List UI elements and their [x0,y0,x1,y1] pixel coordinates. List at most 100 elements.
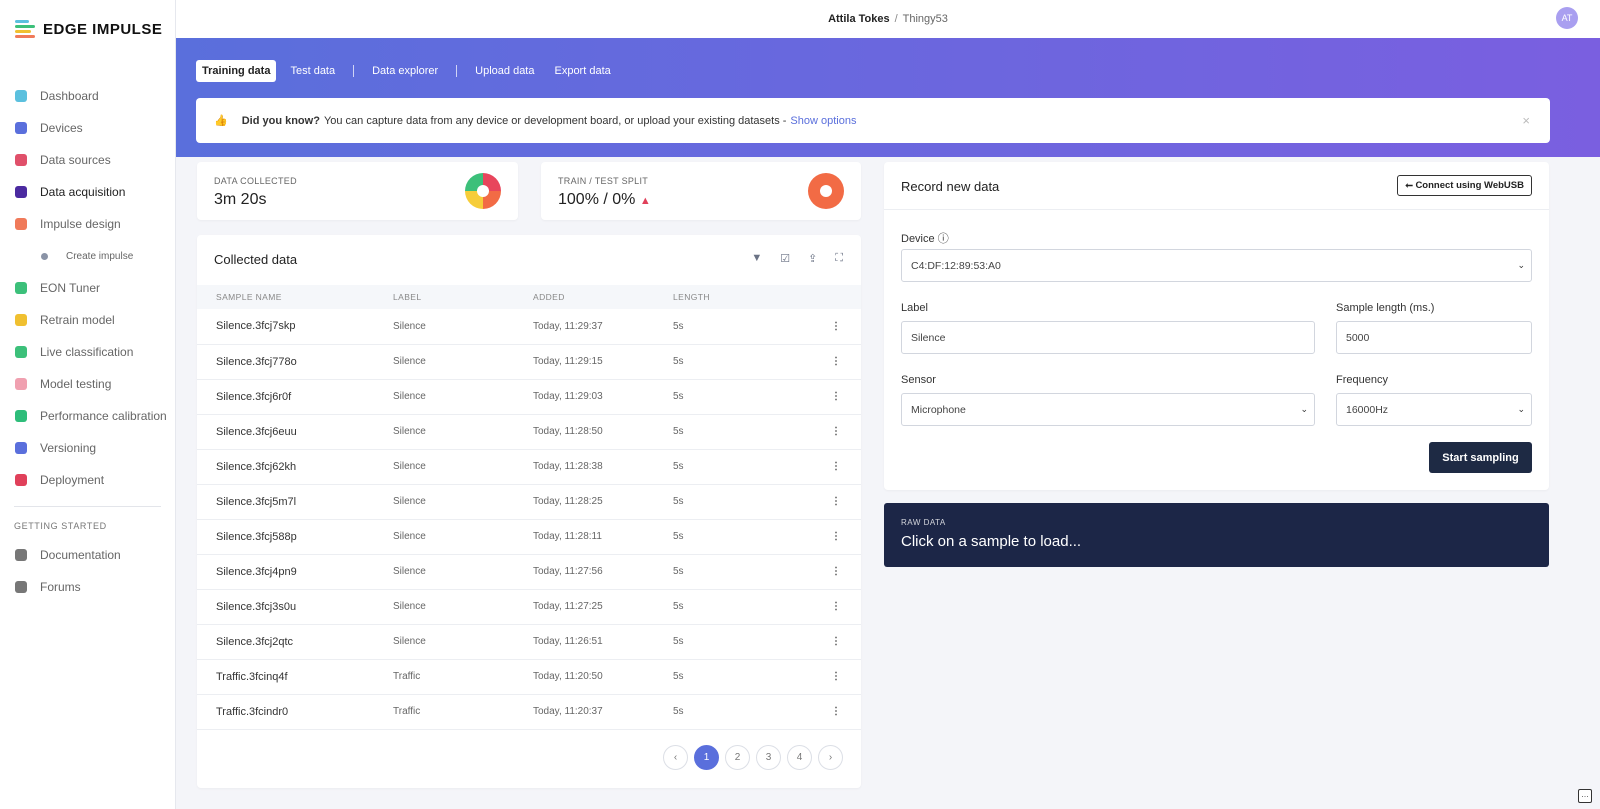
tab-data-explorer[interactable]: Data explorer [372,65,439,77]
table-row[interactable]: Silence.3fcj778o Silence Today, 11:29:15 5s… [197,344,861,380]
sample-name[interactable]: Silence.3fcj588p [197,519,393,555]
sidebar-item-impulse-design[interactable]: Impulse design [0,208,176,240]
sidebar-item-label: Documentation [40,548,121,562]
sample-name[interactable]: Silence.3fcj6r0f [197,379,393,415]
breadcrumb-separator: / [894,13,898,25]
sensor-select[interactable]: Microphone ⌄ [901,393,1315,426]
raw-data-label: RAW DATA [901,518,946,527]
table-row[interactable]: Traffic.3fcindr0 Traffic Today, 11:20:37 5s… [197,694,861,730]
sidebar-item-dashboard[interactable]: Dashboard [0,80,176,112]
frequency-select[interactable]: 16000Hz ⌄ [1336,393,1532,426]
column-length[interactable]: LENGTH [673,285,811,309]
tab-test-data[interactable]: Test data [290,65,336,77]
more-options-icon[interactable]: ⋮ [811,694,861,730]
sample-name[interactable]: Silence.3fcj778o [197,344,393,380]
select-icon[interactable]: ☑ [780,253,791,265]
table-row[interactable]: Silence.3fcj7skp Silence Today, 11:29:37 5s… [197,309,861,345]
sidebar-item-data-sources[interactable]: Data sources [0,144,176,176]
more-options-icon[interactable]: ⋮ [811,589,861,625]
start-sampling-button[interactable]: Start sampling [1429,442,1532,473]
sample-length-input[interactable]: 5000 [1336,321,1532,354]
more-options-icon[interactable]: ⋮ [811,344,861,380]
device-value: C4:DF:12:89:53:A0 [911,259,1001,272]
banner-heading: Did you know? [241,114,320,127]
avatar[interactable]: AT [1556,7,1578,29]
page-button[interactable]: › [818,745,843,770]
tab-training-data[interactable]: Training data [196,60,277,82]
upload-icon[interactable]: ⇪ [808,253,818,265]
label-input[interactable]: Silence [901,321,1315,354]
sample-length: 5s [673,484,811,520]
sidebar-item-deployment[interactable]: Deployment [0,464,176,496]
sidebar-item-forums[interactable]: Forums [0,571,176,603]
help-icon[interactable]: ⓘ [937,233,949,245]
table-row[interactable]: Silence.3fcj6euu Silence Today, 11:28:50 5s… [197,414,861,450]
warning-icon[interactable]: ▲ [639,195,651,207]
sample-name[interactable]: Silence.3fcj2qtc [197,624,393,660]
sidebar-item-create-impulse[interactable]: Create impulse [0,240,176,272]
tip-banner: 👍 Did you know? You can capture data fro… [196,98,1550,143]
more-options-icon[interactable]: ⋮ [811,449,861,485]
filter-icon[interactable]: ▼ [751,252,763,264]
table-row[interactable]: Silence.3fcj5m7l Silence Today, 11:28:25 5s… [197,484,861,520]
more-options-icon[interactable]: ⋮ [811,659,861,695]
table-row[interactable]: Silence.3fcj588p Silence Today, 11:28:11 5s… [197,519,861,555]
collected-data-title: Collected data [214,252,298,267]
sidebar-item-performance-calibration[interactable]: Performance calibration [0,400,176,432]
logo[interactable]: EDGE IMPULSE [15,20,162,38]
column-sample-name[interactable]: SAMPLE NAME [197,285,393,309]
connect-webusb-button[interactable]: ⭠ Connect using WebUSB [1397,175,1532,196]
table-row[interactable]: Silence.3fcj2qtc Silence Today, 11:26:51 5s… [197,624,861,660]
tab-divider [456,65,458,77]
sidebar-item-documentation[interactable]: Documentation [0,539,176,571]
user-name[interactable]: Attila Tokes [828,13,890,25]
more-options-icon[interactable]: ⋮ [811,554,861,590]
page-button[interactable]: 1 [694,745,719,770]
data-collected-value: 3m 20s [214,191,267,208]
device-select[interactable]: C4:DF:12:89:53:A0 ⌄ [901,249,1532,282]
sample-added: Today, 11:29:37 [533,309,673,345]
more-options-icon[interactable]: ⋮ [811,414,861,450]
tab-upload-data[interactable]: Upload data [475,65,535,77]
page-button[interactable]: 3 [756,745,781,770]
sidebar-item-data-acquisition[interactable]: Data acquisition [0,176,176,208]
sidebar-item-retrain-model[interactable]: Retrain model [0,304,176,336]
sidebar-item-versioning[interactable]: Versioning [0,432,176,464]
brand-name: EDGE IMPULSE [43,20,163,38]
page-button[interactable]: 2 [725,745,750,770]
sidebar-item-model-testing[interactable]: Model testing [0,368,176,400]
column-label[interactable]: LABEL [393,285,533,309]
more-options-icon[interactable]: ⋮ [811,309,861,345]
more-options-icon[interactable]: ⋮ [811,519,861,555]
sample-name[interactable]: Silence.3fcj5m7l [197,484,393,520]
sidebar-item-live-classification[interactable]: Live classification [0,336,176,368]
table-row[interactable]: Silence.3fcj3s0u Silence Today, 11:27:25 5s… [197,589,861,625]
branch-icon [15,442,27,454]
chat-icon[interactable]: … [1578,789,1592,803]
sample-name[interactable]: Traffic.3fcindr0 [197,694,393,730]
sample-name[interactable]: Silence.3fcj6euu [197,414,393,450]
table-row[interactable]: Silence.3fcj6r0f Silence Today, 11:29:03 5s… [197,379,861,415]
column-added[interactable]: ADDED [533,285,673,309]
expand-icon[interactable]: ⛶ [835,252,843,264]
sample-name[interactable]: Silence.3fcj4pn9 [197,554,393,590]
sample-name[interactable]: Silence.3fcj62kh [197,449,393,485]
sidebar-item-label: Devices [40,121,83,135]
project-name[interactable]: Thingy53 [902,13,948,25]
sidebar-item-eon-tuner[interactable]: EON Tuner [0,272,176,304]
sample-name[interactable]: Silence.3fcj7skp [197,309,393,345]
more-options-icon[interactable]: ⋮ [811,379,861,415]
tab-export-data[interactable]: Export data [554,65,611,77]
sample-name[interactable]: Silence.3fcj3s0u [197,589,393,625]
page-button[interactable]: ‹ [663,745,688,770]
table-row[interactable]: Traffic.3fcinq4f Traffic Today, 11:20:50 5s… [197,659,861,695]
page-button[interactable]: 4 [787,745,812,770]
more-options-icon[interactable]: ⋮ [811,484,861,520]
table-row[interactable]: Silence.3fcj62kh Silence Today, 11:28:38 5s… [197,449,861,485]
sidebar-item-devices[interactable]: Devices [0,112,176,144]
more-options-icon[interactable]: ⋮ [811,624,861,660]
table-row[interactable]: Silence.3fcj4pn9 Silence Today, 11:27:56 5s… [197,554,861,590]
close-icon[interactable]: × [1522,113,1530,128]
show-options-link[interactable]: Show options [790,114,857,127]
sample-name[interactable]: Traffic.3fcinq4f [197,659,393,695]
